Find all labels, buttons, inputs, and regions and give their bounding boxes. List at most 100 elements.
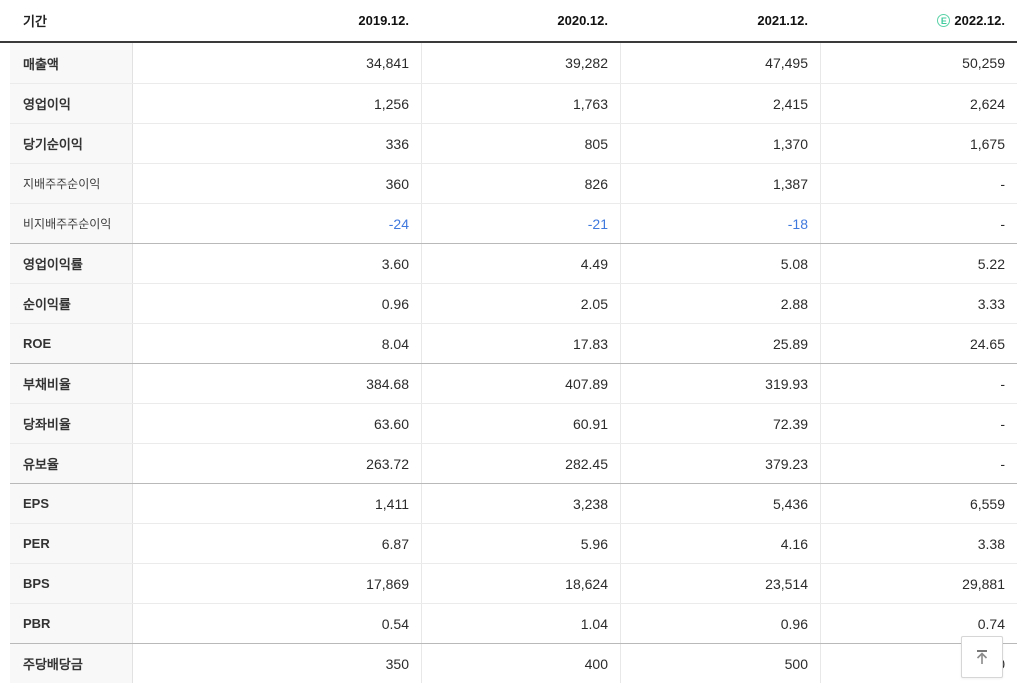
value-cell: 263.72 — [366, 455, 409, 472]
value-cell: -21 — [421, 204, 620, 243]
value-cell: 350 — [385, 655, 409, 672]
value-cell: 50,259 — [820, 43, 1017, 83]
row-label: 지배주주순이익 — [10, 164, 133, 203]
estimate-badge-icon: E — [937, 14, 951, 27]
value-cell: - — [820, 364, 1017, 403]
table-header-row: 기간 2019.12. 2020.12. 2021.12. E 2022.12. — [0, 0, 1017, 41]
value-cell: 2.05 — [421, 284, 620, 323]
row-label: 당기순이익 — [10, 124, 133, 163]
value-cell: 0.96 — [620, 604, 820, 643]
column-header-2022-label: 2022.12. — [954, 13, 1005, 28]
value-cell: 18,624 — [421, 564, 620, 603]
value-cell: -18 — [620, 204, 820, 243]
value-cell: 3.33 — [820, 284, 1017, 323]
value-cell: 5.96 — [421, 524, 620, 563]
row-label: 당좌비율 — [10, 404, 133, 443]
value-cell: 379.23 — [620, 444, 820, 483]
value-cell: 407.89 — [421, 364, 620, 403]
value-cell: 47,495 — [620, 43, 820, 83]
table-row: 당좌비율 63.60 60.91 72.39- — [10, 403, 1017, 443]
value-cell: 24.65 — [820, 324, 1017, 363]
value-cell: 336 — [385, 135, 409, 152]
value-cell: 0.96 — [381, 295, 409, 312]
financial-table-body: 매출액 34,841 39,282 47,495 50,259 영업이익 1,256 1,76… — [10, 43, 1017, 683]
table-row: 유보율 263.72 282.45 379.23- — [10, 443, 1017, 483]
scroll-to-top-button[interactable] — [961, 636, 1003, 678]
row-label: 주당배당금 — [10, 644, 133, 683]
value-cell: 23,514 — [620, 564, 820, 603]
value-cell: 2,415 — [620, 84, 820, 123]
value-cell: 1,411 — [375, 495, 409, 512]
value-cell: - — [820, 204, 1017, 243]
value-cell: 5,436 — [620, 484, 820, 523]
value-cell: 29,881 — [820, 564, 1017, 603]
value-cell: 3.38 — [820, 524, 1017, 563]
table-row: PER 6.87 5.96 4.16 3.38 — [10, 523, 1017, 563]
value-cell: 5.08 — [620, 244, 820, 283]
table-row: 매출액 34,841 39,282 47,495 50,259 — [10, 43, 1017, 83]
value-cell: 17,869 — [366, 575, 409, 592]
value-cell: 1,675 — [820, 124, 1017, 163]
table-row: BPS 17,869 18,624 23,514 29,881 — [10, 563, 1017, 603]
row-label: BPS — [10, 564, 133, 603]
column-header-2022-estimate: E 2022.12. — [820, 13, 1017, 28]
table-row: ROE 8.04 17.83 25.89 24.65 — [10, 323, 1017, 363]
value-cell: 1,763 — [421, 84, 620, 123]
value-cell: 1,370 — [620, 124, 820, 163]
column-header-2019: 2019.12. — [358, 13, 409, 28]
value-cell: 25.89 — [620, 324, 820, 363]
value-cell: 2.88 — [620, 284, 820, 323]
value-cell: 400 — [421, 644, 620, 683]
table-row: PBR 0.54 1.04 0.96 0.74 — [10, 603, 1017, 643]
value-cell: 34,841 — [366, 55, 409, 71]
value-cell: 63.60 — [373, 415, 409, 432]
value-cell: 384.68 — [366, 375, 409, 392]
row-label: 순이익률 — [10, 284, 133, 323]
table-row: 당기순이익 336 805 1,370 1,675 — [10, 123, 1017, 163]
value-cell: 0.74 — [820, 604, 1017, 643]
value-cell: 500 — [620, 644, 820, 683]
row-label: ROE — [10, 324, 133, 363]
table-row: 비지배주주순이익 -24 -21 -18- — [10, 203, 1017, 243]
value-cell: 8.04 — [381, 335, 409, 352]
row-label: PBR — [10, 604, 133, 643]
value-cell: 3,238 — [421, 484, 620, 523]
row-label: 유보율 — [10, 444, 133, 483]
value-cell: 319.93 — [620, 364, 820, 403]
value-cell: 4.16 — [620, 524, 820, 563]
value-cell: 5.22 — [820, 244, 1017, 283]
value-cell: - — [820, 404, 1017, 443]
value-cell: 360 — [385, 175, 409, 192]
value-cell: - — [820, 164, 1017, 203]
column-header-2021: 2021.12. — [757, 13, 808, 28]
value-cell: 826 — [421, 164, 620, 203]
table-row: 순이익률 0.96 2.05 2.88 3.33 — [10, 283, 1017, 323]
value-cell: - — [820, 444, 1017, 483]
table-row: 영업이익률 3.60 4.49 5.08 5.22 — [10, 243, 1017, 283]
row-label: PER — [10, 524, 133, 563]
value-cell: 60.91 — [421, 404, 620, 443]
table-row: EPS 1,411 3,238 5,436 6,559 — [10, 483, 1017, 523]
table-row: 영업이익 1,256 1,763 2,415 2,624 — [10, 83, 1017, 123]
value-cell: -24 — [388, 215, 409, 232]
value-cell: 17.83 — [421, 324, 620, 363]
row-label: 부채비율 — [10, 364, 133, 403]
value-cell: 6.87 — [381, 535, 409, 552]
period-header-label: 기간 — [23, 14, 47, 29]
value-cell: 1.04 — [421, 604, 620, 643]
table-row: 지배주주순이익 360 826 1,387- — [10, 163, 1017, 203]
value-cell: 1,256 — [373, 95, 409, 112]
table-row: 주당배당금3504005000 — [10, 643, 1017, 683]
row-label: 비지배주주순이익 — [10, 204, 133, 243]
value-cell: 2,624 — [820, 84, 1017, 123]
value-cell: 6,559 — [820, 484, 1017, 523]
value-cell: 72.39 — [620, 404, 820, 443]
row-label: EPS — [10, 484, 133, 523]
value-cell: 4.49 — [421, 244, 620, 283]
value-cell: 3.60 — [381, 255, 409, 272]
value-cell: 0.54 — [381, 615, 409, 632]
row-label: 매출액 — [10, 43, 133, 83]
column-header-2020: 2020.12. — [557, 13, 608, 28]
scroll-to-top-icon — [971, 646, 993, 668]
value-cell: 282.45 — [421, 444, 620, 483]
